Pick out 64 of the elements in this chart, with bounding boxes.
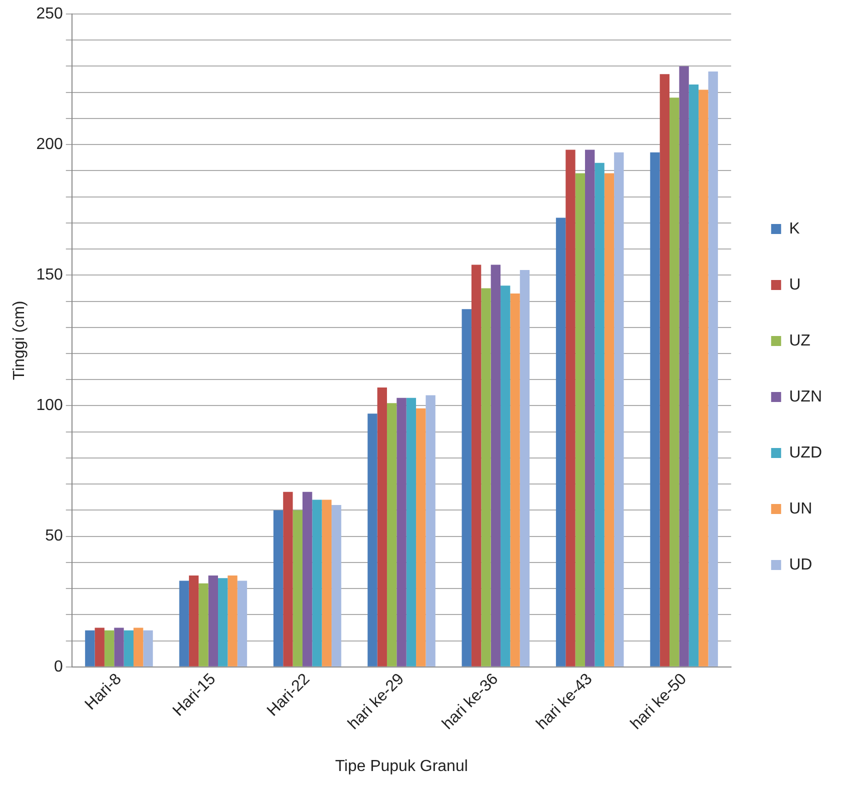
bar <box>377 387 387 666</box>
bar <box>566 150 576 666</box>
y-tick-label: 150 <box>36 266 63 284</box>
bar <box>368 414 378 666</box>
bar <box>134 628 144 666</box>
legend-label: UZ <box>789 332 811 350</box>
bar <box>332 504 342 666</box>
y-tick-label: 0 <box>54 658 63 676</box>
bar <box>650 152 660 666</box>
bar <box>218 578 228 666</box>
bar <box>614 152 624 666</box>
bar <box>490 264 501 666</box>
y-tick-label: 250 <box>36 5 63 22</box>
bar <box>302 492 312 666</box>
bar <box>273 510 284 666</box>
y-tick-label: 50 <box>45 528 63 545</box>
y-tick-label: 100 <box>36 397 63 414</box>
bar <box>179 580 189 666</box>
bar <box>481 288 491 666</box>
bar <box>104 630 114 666</box>
bar <box>322 500 332 666</box>
bar <box>143 630 153 666</box>
bar <box>575 173 586 666</box>
bar <box>396 398 406 666</box>
bar <box>198 583 208 666</box>
x-axis-title: Tipe Pupuk Granul <box>335 758 468 775</box>
bar <box>406 398 416 666</box>
legend-label: K <box>789 220 800 238</box>
bar <box>520 270 530 666</box>
bar <box>660 74 670 666</box>
bar <box>679 66 689 666</box>
legend-label: UZN <box>789 388 822 406</box>
bar <box>471 264 482 666</box>
bar <box>208 576 218 666</box>
bar <box>386 403 397 666</box>
bar <box>462 309 472 666</box>
bar <box>124 630 134 666</box>
y-tick-label: 200 <box>36 136 63 153</box>
legend-label: UN <box>789 500 812 518</box>
bar <box>426 395 436 666</box>
legend-label: U <box>789 276 801 294</box>
bar <box>500 286 510 666</box>
bar <box>604 173 614 666</box>
bar <box>312 500 322 666</box>
bar <box>188 576 199 666</box>
bar <box>228 576 238 666</box>
bar <box>688 84 699 666</box>
bar <box>237 580 248 666</box>
bar <box>708 71 718 666</box>
bar <box>283 492 293 666</box>
bar <box>94 628 104 666</box>
bar <box>585 150 595 666</box>
bar <box>510 293 520 666</box>
bar <box>594 162 604 666</box>
bar <box>292 510 302 666</box>
bar <box>670 98 680 666</box>
bar <box>416 408 426 666</box>
legend-label: UD <box>789 556 812 574</box>
bar <box>556 218 566 666</box>
bar <box>85 630 95 666</box>
bar <box>698 90 708 666</box>
bar <box>114 628 124 666</box>
y-axis-title: Tinggi (cm) <box>11 300 28 380</box>
legend-label: UZD <box>789 444 822 462</box>
